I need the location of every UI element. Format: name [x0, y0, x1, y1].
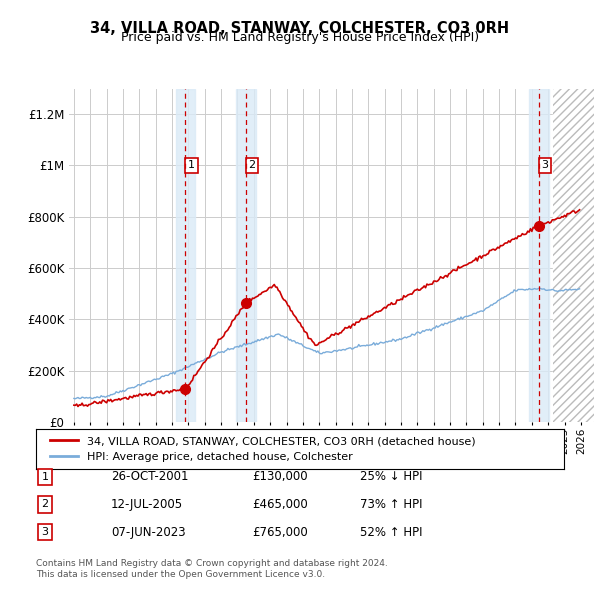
Bar: [553, 88, 600, 422]
Text: 07-JUN-2023: 07-JUN-2023: [111, 526, 185, 539]
Text: 3: 3: [41, 527, 49, 537]
Text: 2: 2: [41, 500, 49, 509]
Text: This data is licensed under the Open Government Licence v3.0.: This data is licensed under the Open Gov…: [36, 571, 325, 579]
Bar: [529, 88, 549, 422]
Bar: [176, 88, 195, 422]
Bar: [236, 88, 256, 422]
Text: 34, VILLA ROAD, STANWAY, COLCHESTER, CO3 0RH: 34, VILLA ROAD, STANWAY, COLCHESTER, CO3…: [91, 21, 509, 35]
Text: 3: 3: [542, 160, 548, 171]
Text: 26-OCT-2001: 26-OCT-2001: [111, 470, 188, 483]
Text: £130,000: £130,000: [252, 470, 308, 483]
Text: Contains HM Land Registry data © Crown copyright and database right 2024.: Contains HM Land Registry data © Crown c…: [36, 559, 388, 568]
Text: 1: 1: [41, 472, 49, 481]
Text: 52% ↑ HPI: 52% ↑ HPI: [360, 526, 422, 539]
Text: £765,000: £765,000: [252, 526, 308, 539]
Text: 73% ↑ HPI: 73% ↑ HPI: [360, 498, 422, 511]
Bar: [553, 88, 600, 422]
Text: £465,000: £465,000: [252, 498, 308, 511]
Text: 2: 2: [248, 160, 256, 171]
Legend: 34, VILLA ROAD, STANWAY, COLCHESTER, CO3 0RH (detached house), HPI: Average pric: 34, VILLA ROAD, STANWAY, COLCHESTER, CO3…: [47, 433, 479, 465]
Text: Price paid vs. HM Land Registry's House Price Index (HPI): Price paid vs. HM Land Registry's House …: [121, 31, 479, 44]
Text: 1: 1: [188, 160, 195, 171]
Text: 12-JUL-2005: 12-JUL-2005: [111, 498, 183, 511]
Text: 25% ↓ HPI: 25% ↓ HPI: [360, 470, 422, 483]
